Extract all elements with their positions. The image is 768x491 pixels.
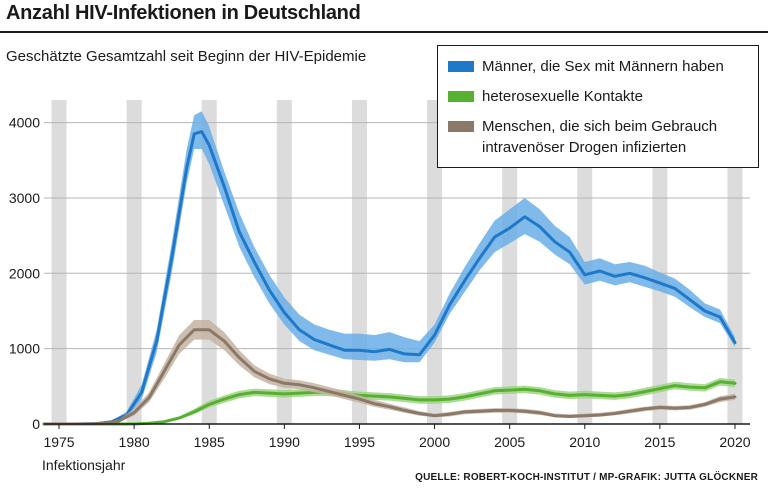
year-band-2005 [502,100,518,424]
y-tick-label-1000: 1000 [9,341,40,357]
year-band-1980 [126,100,142,424]
legend-item-msm: Männer, die Sex mit Männern haben [448,56,756,77]
x-tick-label-2005: 2005 [494,434,525,450]
year-band-1995 [351,100,367,424]
legend-item-ivdu: Menschen, die sich beim Gebrauch intrave… [448,116,756,158]
legend-swatch-hetero [448,91,474,102]
series-layer [42,111,750,426]
year-band-2015 [652,100,668,424]
x-axis-ticks: 1975 1980 1985 1990 1995 2000 2005 2010 2015 2020 [43,424,751,450]
legend-label-msm: Männer, die Sex mit Männern haben [482,58,724,75]
source-credit: QUELLE: ROBERT-KOCH-INSTITUT / MP-GRAFIK… [415,472,758,483]
x-tick-label-1985: 1985 [194,434,225,450]
series-line-ivdu [42,328,737,426]
legend: Männer, die Sex mit Männern haben hetero… [437,45,759,168]
x-tick-label-1990: 1990 [269,434,300,450]
year-band-1975 [51,100,67,424]
legend-swatch-ivdu [448,121,474,132]
x-tick-label-2010: 2010 [569,434,600,450]
x-tick-label-1975: 1975 [43,434,74,450]
legend-swatch-msm [448,61,474,72]
series-line-msm [42,130,737,426]
y-tick-label-4000: 4000 [9,115,40,131]
x-tick-label-1980: 1980 [119,434,150,450]
y-axis-ticks: 0 1000 2000 3000 4000 [9,115,40,432]
series-line-hetero [42,380,737,426]
legend-label-hetero: heterosexuelle Kontakte [482,88,643,105]
page-title: Anzahl HIV-Infektionen in Deutschland [6,2,361,24]
x-axis-label: Infektionsjahr [42,457,126,473]
x-tick-label-2020: 2020 [719,434,750,450]
x-tick-label-2015: 2015 [644,434,675,450]
legend-label-ivdu: Menschen, die sich beim Gebrauch intrave… [482,118,718,156]
legend-item-hetero: heterosexuelle Kontakte [448,86,756,107]
year-band-2020 [727,100,743,424]
y-tick-label-3000: 3000 [9,190,40,206]
chart-subtitle: Geschätzte Gesamtzahl seit Beginn der HI… [6,48,367,65]
x-tick-label-2000: 2000 [419,434,450,450]
y-tick-label-0: 0 [32,416,40,432]
year-band-1985 [201,100,217,424]
series-band-msm [44,111,735,425]
year-band-1990 [276,100,292,424]
y-tick-label-2000: 2000 [9,265,40,281]
year-bands [51,100,743,424]
x-tick-label-1995: 1995 [344,434,375,450]
title-rule [0,31,768,33]
